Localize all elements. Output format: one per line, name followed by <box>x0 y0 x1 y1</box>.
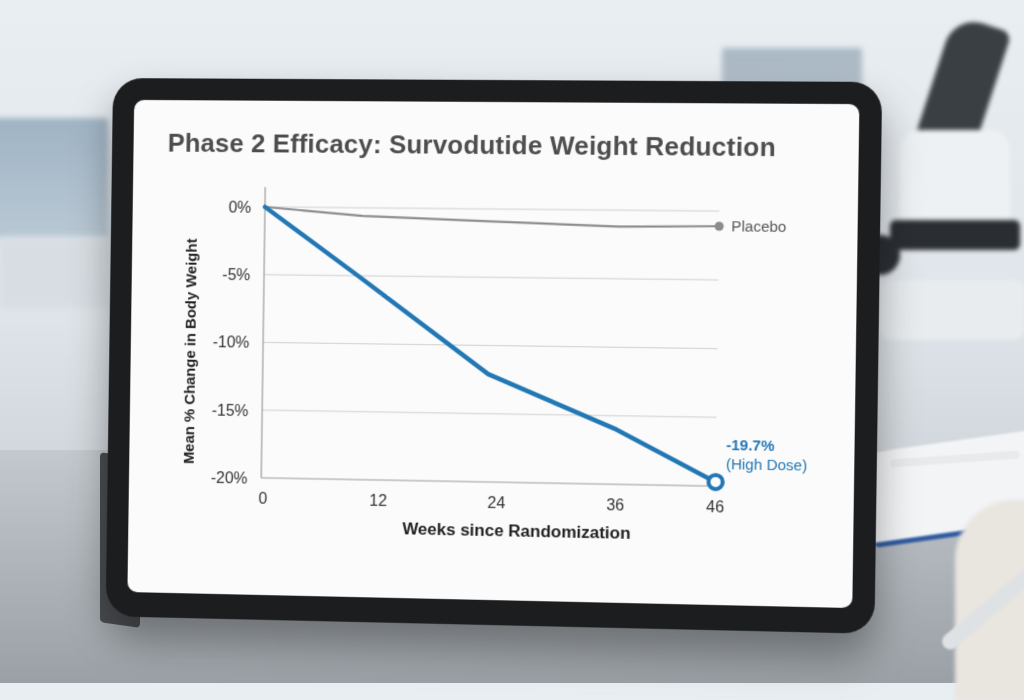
background-monitor <box>0 118 108 238</box>
x-tick-label: 36 <box>606 497 624 515</box>
gridline <box>265 207 719 211</box>
gridline <box>263 342 717 348</box>
y-tick-label: -10% <box>213 335 250 352</box>
x-tick-label: 46 <box>706 499 724 517</box>
y-axis <box>261 187 265 478</box>
high-dose-line <box>261 207 719 482</box>
tablet-screen: Phase 2 Efficacy: Survodutide Weight Red… <box>127 100 859 608</box>
placebo-endpoint <box>715 222 724 231</box>
high-dose-endpoint <box>708 475 722 489</box>
line-chart: 0% -5% -10% -15% -20% 0 12 24 36 46 Weeks since Ra… <box>127 100 859 608</box>
y-tick-label: 0% <box>228 200 251 217</box>
background-shelf <box>0 238 110 308</box>
high-dose-value: -19.7% <box>726 438 774 455</box>
tablet: Phase 2 Efficacy: Survodutide Weight Red… <box>106 78 883 634</box>
x-axis <box>261 478 715 486</box>
y-tick-label: -20% <box>211 470 248 488</box>
high-dose-label: (High Dose) <box>726 457 808 475</box>
x-tick-label: 0 <box>258 491 267 508</box>
y-axis-title: Mean % Change in Body Weight <box>182 238 201 464</box>
gridline <box>262 410 716 417</box>
x-tick-label: 12 <box>369 493 387 510</box>
gridline <box>264 275 718 280</box>
placebo-label: Placebo <box>731 219 786 236</box>
y-tick-label: -5% <box>222 267 250 284</box>
y-tick-label: -15% <box>212 402 249 420</box>
x-axis-title: Weeks since Randomization <box>402 519 631 543</box>
x-tick-label: 24 <box>487 495 505 512</box>
microscope <box>860 20 1024 350</box>
